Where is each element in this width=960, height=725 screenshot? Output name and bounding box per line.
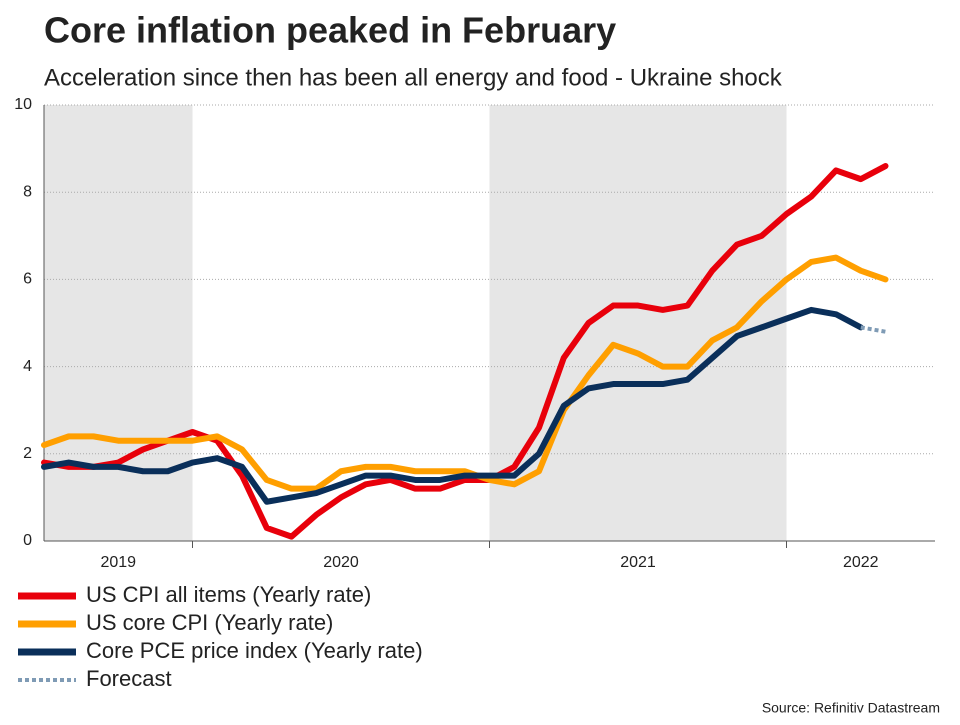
legend-label: US core CPI (Yearly rate) <box>86 610 333 635</box>
legend-label: Forecast <box>86 666 172 691</box>
series-line <box>41 163 889 540</box>
x-tick-label: 2021 <box>620 554 656 571</box>
x-tick-label: 2022 <box>843 554 879 571</box>
year-band <box>44 105 193 541</box>
series-line <box>41 306 864 505</box>
chart-title: Core inflation peaked in February <box>44 10 616 51</box>
legend-label: Core PCE price index (Yearly rate) <box>86 638 423 663</box>
series-line <box>41 254 889 492</box>
series-line <box>860 325 886 334</box>
x-tick-label: 2020 <box>323 554 359 571</box>
y-tick-label: 4 <box>23 358 32 375</box>
legend-label: US CPI all items (Yearly rate) <box>86 582 371 607</box>
chart-subtitle: Acceleration since then has been all ene… <box>44 64 783 91</box>
y-tick-label: 8 <box>23 183 32 200</box>
y-tick-label: 6 <box>23 271 32 288</box>
y-tick-label: 10 <box>14 96 32 113</box>
y-tick-label: 2 <box>23 445 32 462</box>
source: Source: Refinitiv Datastream <box>762 700 940 716</box>
x-tick-label: 2019 <box>100 554 136 571</box>
y-tick-label: 0 <box>23 532 32 549</box>
